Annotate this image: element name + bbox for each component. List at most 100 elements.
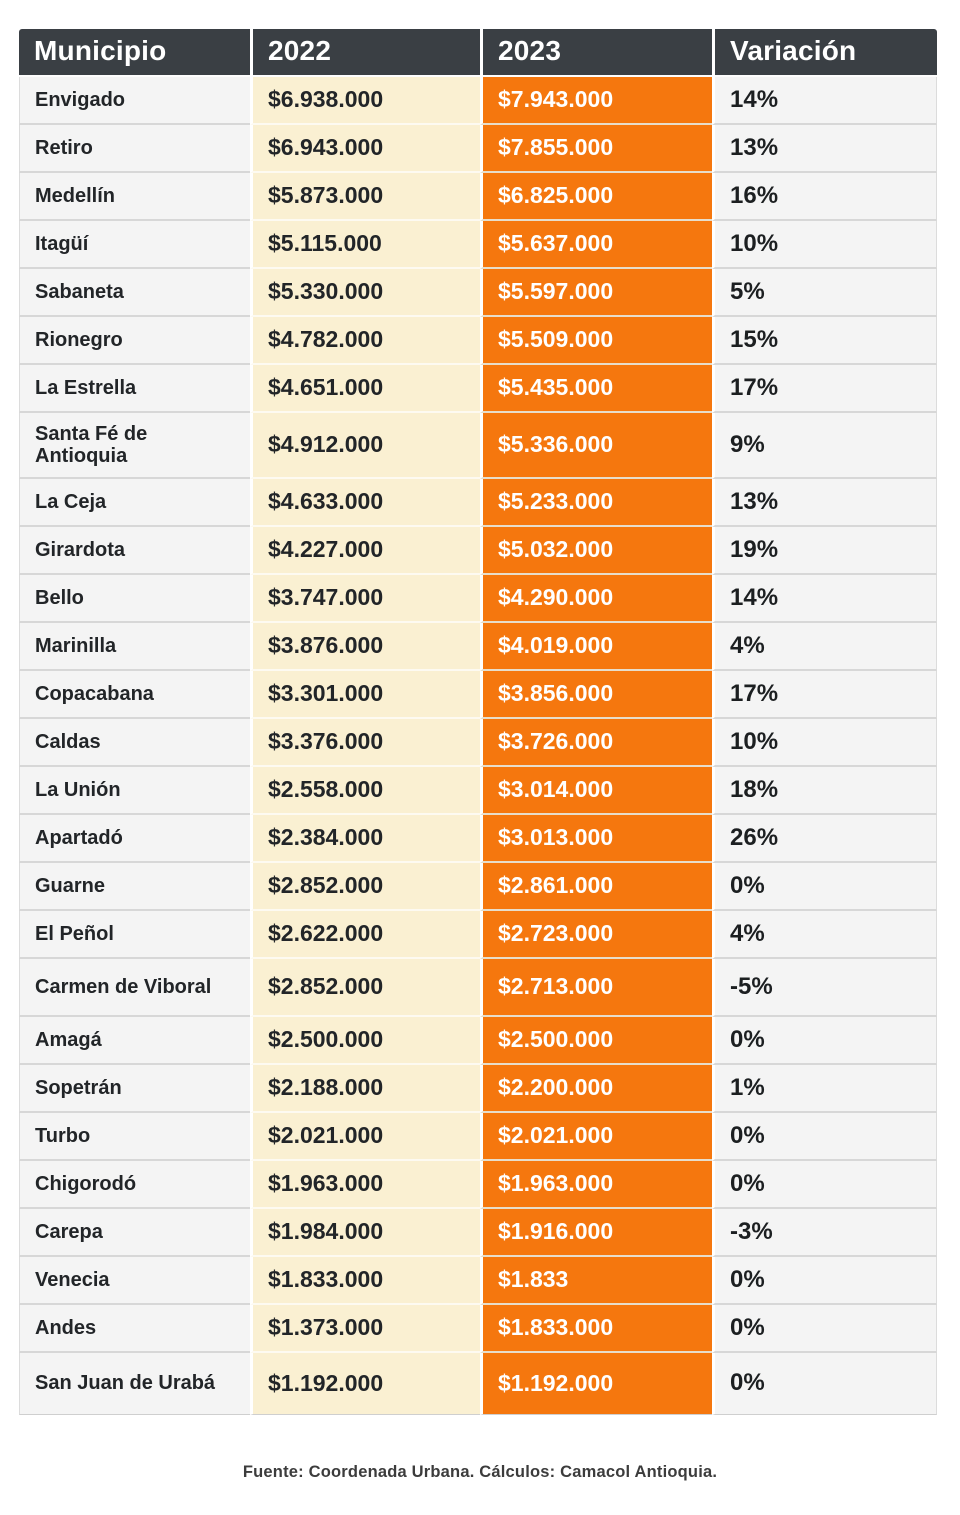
- value-2022-cell: $5.873.000: [250, 173, 480, 221]
- value-2023-cell: $2.200.000: [480, 1065, 712, 1113]
- table-row: Amagá $2.500.000 $2.500.000 0%: [19, 1017, 937, 1065]
- variacion-cell: 0%: [712, 1161, 937, 1209]
- value-2022-cell: $2.622.000: [250, 911, 480, 959]
- variacion-cell: 18%: [712, 767, 937, 815]
- value-2022-cell: $2.021.000: [250, 1113, 480, 1161]
- municipal-prices-table: Municipio 2022 2023 Variación Envigado $6…: [19, 29, 937, 1415]
- municipio-cell: Carepa: [19, 1209, 250, 1257]
- value-2022-cell: $3.376.000: [250, 719, 480, 767]
- table-row: San Juan de Urabá $1.192.000 $1.192.000 0%: [19, 1353, 937, 1415]
- municipio-cell: La Unión: [19, 767, 250, 815]
- value-2023-cell: $1.963.000: [480, 1161, 712, 1209]
- table-row: El Peñol $2.622.000 $2.723.000 4%: [19, 911, 937, 959]
- value-2022-cell: $4.782.000: [250, 317, 480, 365]
- municipio-cell: La Estrella: [19, 365, 250, 413]
- municipio-cell: Apartadó: [19, 815, 250, 863]
- table-row: Apartadó $2.384.000 $3.013.000 26%: [19, 815, 937, 863]
- variacion-cell: 0%: [712, 1305, 937, 1353]
- table-row: Copacabana $3.301.000 $3.856.000 17%: [19, 671, 937, 719]
- value-2023-cell: $2.021.000: [480, 1113, 712, 1161]
- value-2022-cell: $2.852.000: [250, 959, 480, 1017]
- value-2022-cell: $6.943.000: [250, 125, 480, 173]
- value-2022-cell: $1.984.000: [250, 1209, 480, 1257]
- value-2023-cell: $1.833.000: [480, 1305, 712, 1353]
- municipio-cell: Envigado: [19, 77, 250, 125]
- value-2022-cell: $4.651.000: [250, 365, 480, 413]
- municipio-cell: Caldas: [19, 719, 250, 767]
- value-2023-cell: $5.435.000: [480, 365, 712, 413]
- column-header-variacion: Variación: [712, 29, 937, 77]
- table-row: La Ceja $4.633.000 $5.233.000 13%: [19, 479, 937, 527]
- column-header-municipio: Municipio: [19, 29, 250, 77]
- municipio-cell: San Juan de Urabá: [19, 1353, 250, 1415]
- value-2022-cell: $4.227.000: [250, 527, 480, 575]
- municipio-cell: Andes: [19, 1305, 250, 1353]
- table-row: Caldas $3.376.000 $3.726.000 10%: [19, 719, 937, 767]
- municipio-cell: La Ceja: [19, 479, 250, 527]
- value-2023-cell: $3.726.000: [480, 719, 712, 767]
- table-row: La Estrella $4.651.000 $5.435.000 17%: [19, 365, 937, 413]
- variacion-cell: 19%: [712, 527, 937, 575]
- table-row: Sabaneta $5.330.000 $5.597.000 5%: [19, 269, 937, 317]
- table-row: Bello $3.747.000 $4.290.000 14%: [19, 575, 937, 623]
- value-2022-cell: $1.373.000: [250, 1305, 480, 1353]
- value-2022-cell: $2.852.000: [250, 863, 480, 911]
- table-row: Envigado $6.938.000 $7.943.000 14%: [19, 77, 937, 125]
- value-2023-cell: $6.825.000: [480, 173, 712, 221]
- variacion-cell: 0%: [712, 1257, 937, 1305]
- table-row: Sopetrán $2.188.000 $2.200.000 1%: [19, 1065, 937, 1113]
- value-2023-cell: $7.855.000: [480, 125, 712, 173]
- value-2022-cell: $1.833.000: [250, 1257, 480, 1305]
- value-2023-cell: $4.019.000: [480, 623, 712, 671]
- value-2023-cell: $5.509.000: [480, 317, 712, 365]
- table-row: Carmen de Viboral $2.852.000 $2.713.000 -5%: [19, 959, 937, 1017]
- variacion-cell: 9%: [712, 413, 937, 479]
- municipio-cell: Venecia: [19, 1257, 250, 1305]
- value-2023-cell: $5.597.000: [480, 269, 712, 317]
- value-2023-cell: $1.192.000: [480, 1353, 712, 1415]
- value-2022-cell: $2.558.000: [250, 767, 480, 815]
- municipio-cell: Girardota: [19, 527, 250, 575]
- variacion-cell: 14%: [712, 77, 937, 125]
- table-row: Itagüí $5.115.000 $5.637.000 10%: [19, 221, 937, 269]
- variacion-cell: 4%: [712, 623, 937, 671]
- column-header-2022: 2022: [250, 29, 480, 77]
- municipio-cell: Rionegro: [19, 317, 250, 365]
- variacion-cell: 10%: [712, 719, 937, 767]
- table-row: Medellín $5.873.000 $6.825.000 16%: [19, 173, 937, 221]
- municipio-cell: Santa Fé de Antioquia: [19, 413, 250, 479]
- value-2022-cell: $3.876.000: [250, 623, 480, 671]
- variacion-cell: 1%: [712, 1065, 937, 1113]
- municipio-cell: Chigorodó: [19, 1161, 250, 1209]
- table-body: Envigado $6.938.000 $7.943.000 14% Retiro $6.…: [19, 77, 937, 1415]
- value-2023-cell: $5.233.000: [480, 479, 712, 527]
- municipio-cell: El Peñol: [19, 911, 250, 959]
- table-row: Chigorodó $1.963.000 $1.963.000 0%: [19, 1161, 937, 1209]
- variacion-cell: 13%: [712, 479, 937, 527]
- value-2022-cell: $2.500.000: [250, 1017, 480, 1065]
- variacion-cell: 10%: [712, 221, 937, 269]
- municipio-cell: Bello: [19, 575, 250, 623]
- table-row: Venecia $1.833.000 $1.833 0%: [19, 1257, 937, 1305]
- value-2023-cell: $3.856.000: [480, 671, 712, 719]
- value-2023-cell: $2.713.000: [480, 959, 712, 1017]
- value-2022-cell: $6.938.000: [250, 77, 480, 125]
- variacion-cell: 17%: [712, 365, 937, 413]
- value-2022-cell: $5.330.000: [250, 269, 480, 317]
- variacion-cell: 0%: [712, 1017, 937, 1065]
- municipio-cell: Medellín: [19, 173, 250, 221]
- variacion-cell: 14%: [712, 575, 937, 623]
- value-2023-cell: $5.336.000: [480, 413, 712, 479]
- table-row: Retiro $6.943.000 $7.855.000 13%: [19, 125, 937, 173]
- municipio-cell: Marinilla: [19, 623, 250, 671]
- table-row: Carepa $1.984.000 $1.916.000 -3%: [19, 1209, 937, 1257]
- table-row: Guarne $2.852.000 $2.861.000 0%: [19, 863, 937, 911]
- municipio-cell: Amagá: [19, 1017, 250, 1065]
- value-2022-cell: $4.633.000: [250, 479, 480, 527]
- municipio-cell: Guarne: [19, 863, 250, 911]
- table-row: Rionegro $4.782.000 $5.509.000 15%: [19, 317, 937, 365]
- variacion-cell: 4%: [712, 911, 937, 959]
- value-2023-cell: $2.861.000: [480, 863, 712, 911]
- value-2022-cell: $2.384.000: [250, 815, 480, 863]
- value-2022-cell: $3.747.000: [250, 575, 480, 623]
